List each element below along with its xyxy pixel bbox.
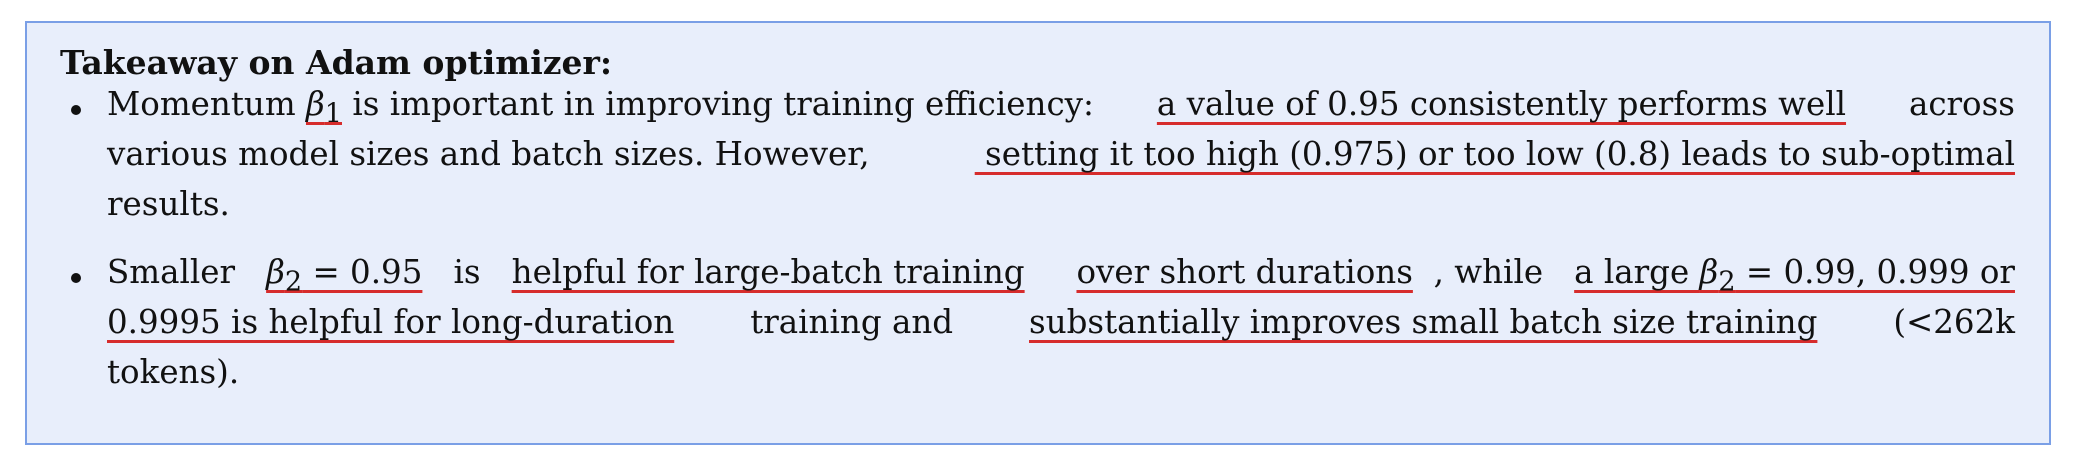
underlined-phrase: over short durations bbox=[1076, 253, 1413, 291]
underlined-phrase: helpful for large-batch training bbox=[511, 253, 1025, 291]
bullet-dot bbox=[71, 273, 81, 283]
bullet2-line1: Smaller β2 = 0.95 is helpful for large-b… bbox=[107, 253, 2015, 303]
beta1-symbol: β1 bbox=[305, 85, 342, 130]
bullet2-line2: 0.9995 is helpful for long-duration trai… bbox=[107, 303, 2015, 353]
text-segment: = 0.99, 0.999 or bbox=[1735, 253, 2015, 291]
subscript: 1 bbox=[324, 98, 342, 130]
subscript: 2 bbox=[284, 266, 303, 298]
text-segment: across bbox=[1898, 85, 2015, 123]
takeaway-box: Takeaway on Adam optimizer: Momentum β1 … bbox=[25, 21, 2051, 445]
underlined-phrase: 0.9995 is helpful for long-duration bbox=[107, 303, 675, 341]
text-segment: Smaller bbox=[107, 253, 246, 291]
text-segment: tokens). bbox=[107, 353, 240, 391]
text-segment: , while bbox=[1433, 253, 1554, 291]
bullet1-line1: Momentum β1 is important in improving tr… bbox=[107, 85, 2015, 135]
underlined-phrase: β2 = 0.95 bbox=[266, 253, 422, 298]
bullet2-line3: tokens). bbox=[107, 353, 2015, 403]
beta-glyph: β bbox=[1699, 253, 1719, 291]
text-segment: = 0.95 bbox=[302, 253, 423, 291]
underlined-phrase: a value of 0.95 consistently performs we… bbox=[1156, 85, 1847, 123]
text-segment: is important in improving training effic… bbox=[342, 85, 1105, 123]
beta-glyph: β bbox=[266, 253, 285, 291]
takeaway-title: Takeaway on Adam optimizer: bbox=[60, 43, 613, 82]
underlined-phrase: substantially improves small batch size … bbox=[1029, 303, 1818, 341]
underlined-phrase: a large β2 = 0.99, 0.999 or bbox=[1574, 253, 2015, 298]
text-segment: results. bbox=[107, 185, 230, 223]
text-segment bbox=[1045, 253, 1055, 291]
underlined-phrase: setting it too high (0.975) or too low (… bbox=[974, 135, 2015, 173]
subscript: 2 bbox=[1718, 266, 1736, 298]
text-segment: training and bbox=[739, 303, 964, 341]
bullet-dot bbox=[71, 105, 81, 115]
text-segment: (<262k bbox=[1883, 303, 2015, 341]
text-segment: various model sizes and batch sizes. How… bbox=[107, 135, 870, 173]
text-segment: Momentum bbox=[107, 85, 306, 123]
bullet1-line3: results. bbox=[107, 185, 2015, 235]
beta-glyph: β bbox=[305, 85, 325, 123]
bullet1-line2: various model sizes and batch sizes. How… bbox=[107, 135, 2015, 185]
text: Momentum β1 is important in improving tr… bbox=[107, 85, 1104, 130]
text-segment: a large bbox=[1574, 253, 1700, 291]
text-segment: is bbox=[443, 253, 491, 291]
